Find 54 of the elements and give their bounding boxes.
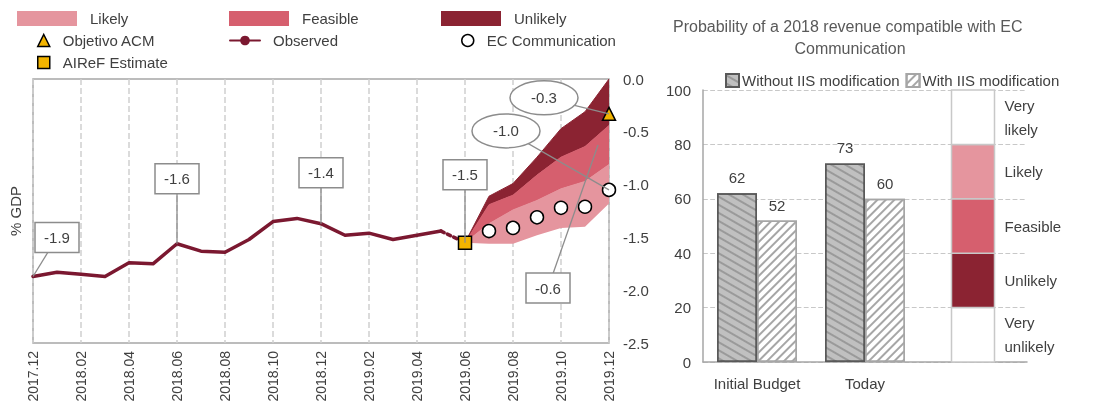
y-tick-label: 60 [674,190,691,208]
series-label: Unlikely [1004,271,1058,289]
y-tick-label: 20 [674,299,691,317]
legend-label: Without IIS modification [742,72,900,89]
legend-label: With IIS modification [922,72,1060,89]
y-tick-label: 0.0 [623,70,644,88]
x-tick-label: 2018.12 [313,350,329,402]
data-label: 52 [768,196,786,214]
x-tick-label: 2018.06 [169,350,185,402]
annotation: -1.6 [164,170,190,188]
annotation: -0.3 [531,89,557,107]
legend-label: EC Communication [486,32,616,49]
x-tick-label: 2019.08 [505,350,521,402]
y-tick-label: -2.0 [623,281,649,299]
x-tick-label: 2019.12 [601,350,617,402]
y-tick-label: -2.5 [623,334,649,352]
x-tick-label: 2019.06 [457,350,473,402]
x-tick-label: 2018.08 [217,350,233,402]
legend-label: AIReF Estimate [62,54,168,71]
data-label: 62 [728,169,746,187]
x-tick-label: 2018.02 [73,350,89,402]
y-tick-label: 40 [674,244,691,262]
y-tick-label: 80 [674,135,691,153]
y-tick-label: 100 [665,81,691,99]
legend-label: Observed [273,32,339,49]
y-tick-label: -1.5 [623,228,649,246]
x-tick-label: 2018.10 [265,350,281,402]
x-tick-label: 2019.04 [409,350,425,402]
annotation: -1.0 [493,122,519,140]
series-label: Very unlikely [1004,314,1056,356]
series-label: Very likely [1004,96,1039,138]
series-label: Likely [1004,163,1044,181]
series-label: Feasible [1004,217,1062,235]
x-tick-label: 2018.04 [121,350,137,402]
annotation: -1.9 [44,228,70,246]
data-label: 73 [836,139,854,157]
legend-label: Likely [90,10,129,27]
x-tick-label: 2019.10 [553,350,569,402]
y-tick-label: -1.0 [623,176,649,194]
x-tick-label: 2017.12 [25,350,41,402]
x-tick-label: Today [844,375,886,392]
chart-title: Probability of a 2018 revenue compatible with EC Communication [673,17,1027,57]
y-axis-title: % GDP [7,185,24,237]
annotation: -1.4 [308,164,334,182]
annotation: -1.5 [452,166,478,184]
data-label: 60 [876,174,894,192]
x-tick-label: 2019.02 [361,350,377,402]
annotation: -0.6 [535,279,561,297]
y-tick-label: 0 [682,353,691,371]
legend-label: Feasible [302,10,359,27]
legend-label: Objetivo ACM [62,32,155,49]
legend-label: Unlikely [514,10,568,27]
y-tick-label: -0.5 [623,123,649,141]
x-tick-label: Initial Budget [713,375,802,392]
